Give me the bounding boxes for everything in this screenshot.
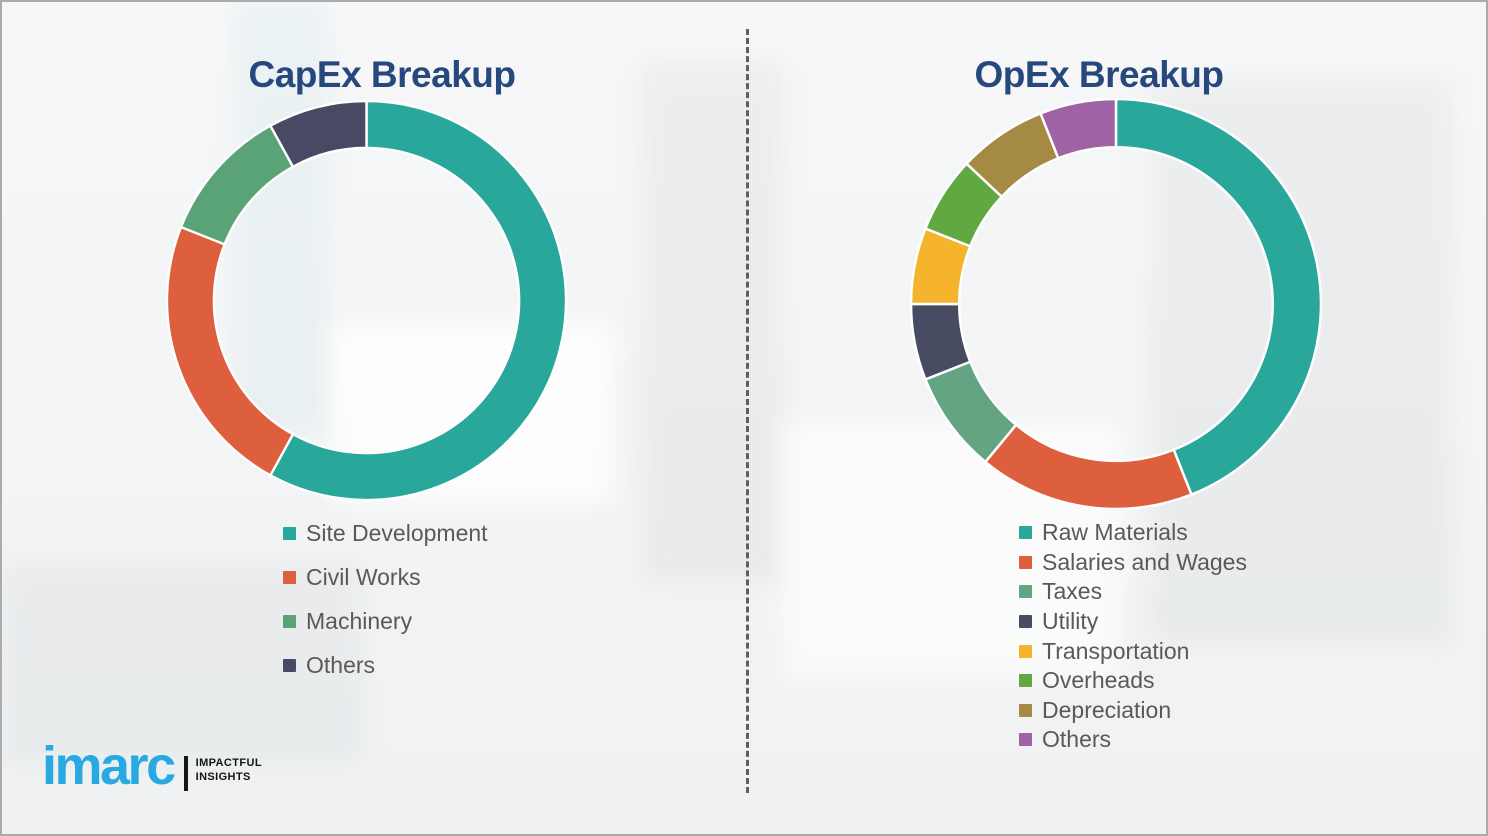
legend-item-salaries-and-wages: Salaries and Wages xyxy=(1019,548,1247,578)
civil-works-swatch-icon xyxy=(283,570,296,584)
capex-legend: Site Development Civil Works Machinery Othe… xyxy=(283,511,488,687)
legend-item-transportation: Transportation xyxy=(1019,636,1247,666)
depreciation-swatch-icon xyxy=(1019,703,1032,717)
legend-label: Machinery xyxy=(306,607,413,634)
legend-label: Depreciation xyxy=(1042,696,1172,723)
others-swatch-icon xyxy=(1019,733,1032,747)
overheads-swatch-icon xyxy=(1019,674,1032,688)
site-development-segment xyxy=(268,99,568,502)
opex-legend: Raw Materials Salaries and Wages Taxes Util… xyxy=(1019,518,1247,755)
legend-item-others: Others xyxy=(1019,725,1247,755)
legend-item-civil-works: Civil Works xyxy=(283,555,488,599)
legend-item-utility: Utility xyxy=(1019,607,1247,637)
legend-item-machinery: Machinery xyxy=(283,599,488,643)
opex-chart-title: OpEx Breakup xyxy=(974,53,1224,95)
legend-item-overheads: Overheads xyxy=(1019,666,1247,696)
legend-label: Taxes xyxy=(1042,578,1103,605)
transportation-swatch-icon xyxy=(1019,644,1032,658)
legend-item-depreciation: Depreciation xyxy=(1019,696,1247,726)
background-texture-patch xyxy=(642,62,782,582)
utility-swatch-icon xyxy=(1019,615,1032,629)
legend-label: Site Development xyxy=(306,519,488,546)
machinery-segment xyxy=(179,124,295,246)
salaries-and-wages-segment xyxy=(983,423,1194,511)
legend-label: Others xyxy=(1042,726,1112,753)
others-segment xyxy=(1038,97,1118,160)
site-development-swatch-icon xyxy=(283,526,296,540)
logo-tagline-line2: INSIGHTS xyxy=(195,771,251,784)
legend-item-taxes: Taxes xyxy=(1019,577,1247,607)
section-divider-dashed-line xyxy=(746,29,749,793)
logo-tagline-line1: IMPACTFUL xyxy=(195,757,262,769)
legend-label: Overheads xyxy=(1042,667,1155,694)
raw-materials-swatch-icon xyxy=(1019,526,1032,540)
others-swatch-icon xyxy=(283,658,296,672)
opex-donut-chart xyxy=(909,97,1323,511)
capex-chart-title: CapEx Breakup xyxy=(248,53,517,95)
civil-works-segment xyxy=(165,225,295,477)
imarc-brand-wordmark: imarc xyxy=(42,736,176,796)
imarc-logo: imarc IMPACTFUL INSIGHTS xyxy=(42,739,262,793)
logo-divider-bar xyxy=(183,756,188,791)
capex-donut-chart xyxy=(165,99,568,502)
legend-label: Raw Materials xyxy=(1042,519,1188,546)
legend-label: Transportation xyxy=(1042,637,1190,664)
logo-tagline: IMPACTFUL INSIGHTS xyxy=(196,756,262,785)
legend-label: Salaries and Wages xyxy=(1042,548,1247,575)
salaries-and-wages-swatch-icon xyxy=(1019,555,1032,569)
others-segment xyxy=(268,99,368,169)
legend-label: Civil Works xyxy=(306,563,421,590)
legend-label: Utility xyxy=(1042,608,1099,635)
legend-item-site-development: Site Development xyxy=(283,511,488,555)
raw-materials-segment xyxy=(1114,97,1323,497)
legend-item-raw-materials: Raw Materials xyxy=(1019,518,1247,548)
machinery-swatch-icon xyxy=(283,614,296,628)
legend-item-others: Others xyxy=(283,643,488,687)
legend-label: Others xyxy=(306,651,376,678)
taxes-swatch-icon xyxy=(1019,585,1032,599)
